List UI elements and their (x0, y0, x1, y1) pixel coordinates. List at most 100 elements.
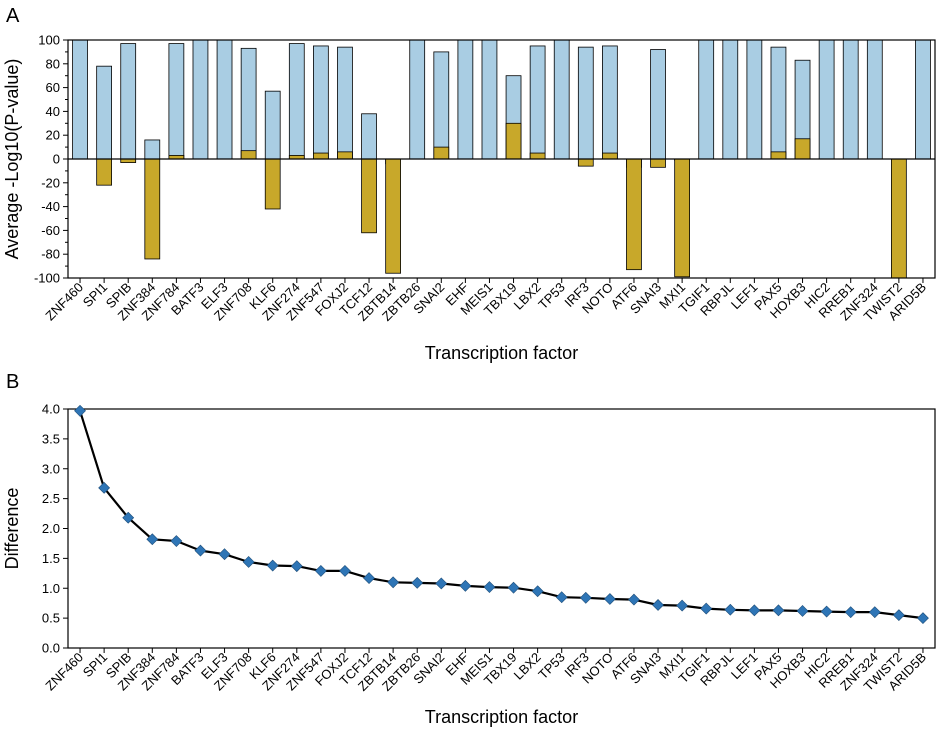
point-tgif1 (700, 602, 713, 615)
point-znf274 (290, 560, 303, 573)
point-noto (603, 593, 616, 605)
point-rbpjl (724, 603, 737, 616)
bar-gold-irf3 (577, 158, 594, 167)
point-irf3 (579, 591, 592, 604)
point-tcf12 (363, 572, 375, 585)
bar-blue-tgif1 (698, 39, 715, 160)
point-mxi1 (676, 599, 689, 612)
bar-blue-rreb1 (842, 39, 859, 160)
bar-gold-mxi1 (674, 158, 690, 278)
point-lbx2 (531, 585, 544, 598)
point-foxj2 (339, 564, 351, 577)
bar-blue-snai3 (650, 49, 666, 160)
x-category-label: LBX2 (511, 280, 544, 313)
bar-blue-znf384 (144, 139, 161, 160)
bar-blue-tcf12 (361, 113, 377, 160)
y-axis-title-a: Average -Log10(P-value) (2, 59, 22, 260)
y-tick-label: -100 (34, 271, 60, 286)
x-category-label: ZNF460 (42, 280, 86, 324)
bar-blue-lbx2 (529, 45, 546, 160)
bar-blue-znf324 (866, 39, 883, 160)
x-axis-title-b: Transcription factor (425, 707, 578, 727)
bar-gold-snai2 (433, 146, 450, 160)
bar-gold-snai3 (650, 158, 666, 168)
x-category-label: TP53 (535, 650, 568, 683)
bar-blue-tp53 (553, 39, 570, 160)
bar-gold-znf708 (240, 150, 257, 160)
point-spi1 (98, 481, 111, 494)
y-tick-label: -20 (41, 175, 60, 190)
y-tick-label: 0.0 (42, 641, 60, 656)
y-tick-label: -80 (41, 247, 60, 262)
y-tick-label: 2.0 (42, 521, 60, 536)
point-elf3 (218, 548, 231, 561)
point-znf460 (74, 404, 86, 417)
bar-blue-zbtb26 (409, 39, 426, 160)
point-tbx19 (507, 581, 520, 594)
y-tick-label: 2.5 (42, 491, 60, 506)
bar-blue-znf460 (72, 39, 88, 160)
point-batf3 (194, 544, 207, 557)
bar-blue-klf6 (264, 90, 281, 160)
y-axis-title-b: Difference (2, 488, 22, 570)
point-lef1 (748, 604, 761, 617)
panel-a-bar-chart: A-100-80-60-40-20020406080100ZNF460SPI1S… (2, 5, 936, 363)
y-tick-label: 20 (46, 128, 60, 143)
panel-b-label: B (6, 371, 19, 393)
bar-gold-spi1 (96, 158, 112, 186)
bar-blue-znf547 (313, 45, 329, 160)
series-line-difference (78, 410, 924, 620)
point-tp53 (555, 591, 568, 604)
x-category-label: TP53 (535, 280, 568, 313)
bar-gold-pax5 (770, 151, 787, 160)
bar-blue-arid5b (915, 39, 931, 160)
bar-blue-snai2 (433, 51, 450, 160)
bar-blue-znf708 (240, 47, 257, 160)
point-zbtb26 (411, 576, 424, 589)
point-zbtb14 (387, 576, 400, 589)
point-znf547 (314, 564, 327, 577)
bar-blue-spi1 (96, 65, 112, 160)
bar-blue-batf3 (192, 39, 209, 160)
y-tick-label: 1.0 (42, 581, 60, 596)
x-category-label: ZNF460 (42, 650, 86, 694)
point-klf6 (266, 559, 279, 572)
bar-blue-rbpjl (722, 39, 739, 160)
bar-blue-pax5 (770, 46, 787, 160)
bar-gold-klf6 (264, 158, 281, 210)
y-tick-label: 40 (46, 104, 60, 119)
y-tick-label: -40 (41, 199, 60, 214)
bar-gold-twist2 (891, 158, 907, 279)
bar-gold-hoxb3 (794, 138, 811, 160)
point-ehf (459, 579, 472, 592)
y-tick-label: -60 (41, 223, 60, 238)
bar-blue-znf784 (168, 43, 185, 160)
point-znf708 (242, 556, 255, 568)
point-snai2 (435, 577, 448, 590)
bar-gold-noto (602, 152, 618, 160)
y-tick-label: 3.0 (42, 461, 60, 476)
point-pax5 (772, 604, 785, 617)
panel-b-line-chart: B0.00.51.01.52.02.53.03.54.0ZNF460SPI1SP… (2, 371, 936, 727)
y-tick-label: 100 (38, 33, 60, 48)
x-axis-title-a: Transcription factor (425, 343, 578, 363)
bar-blue-meis1 (481, 39, 498, 160)
y-tick-label: 60 (46, 80, 60, 95)
bar-gold-tcf12 (361, 158, 377, 234)
bar-blue-noto (602, 45, 618, 160)
y-tick-label: 0 (53, 152, 60, 167)
point-znf384 (146, 533, 159, 546)
point-znf324 (868, 606, 881, 619)
x-category-label: SPI1 (80, 650, 111, 681)
bar-gold-znf384 (144, 158, 161, 260)
y-tick-label: 80 (46, 56, 60, 71)
point-hic2 (820, 605, 833, 618)
bar-blue-foxj2 (337, 46, 353, 160)
x-category-label: SPI1 (80, 280, 111, 311)
bar-blue-elf3 (216, 39, 233, 160)
bar-blue-spib (120, 43, 137, 160)
point-arid5b (917, 612, 929, 625)
x-category-label: LBX2 (511, 650, 544, 683)
bar-gold-lbx2 (529, 152, 546, 160)
